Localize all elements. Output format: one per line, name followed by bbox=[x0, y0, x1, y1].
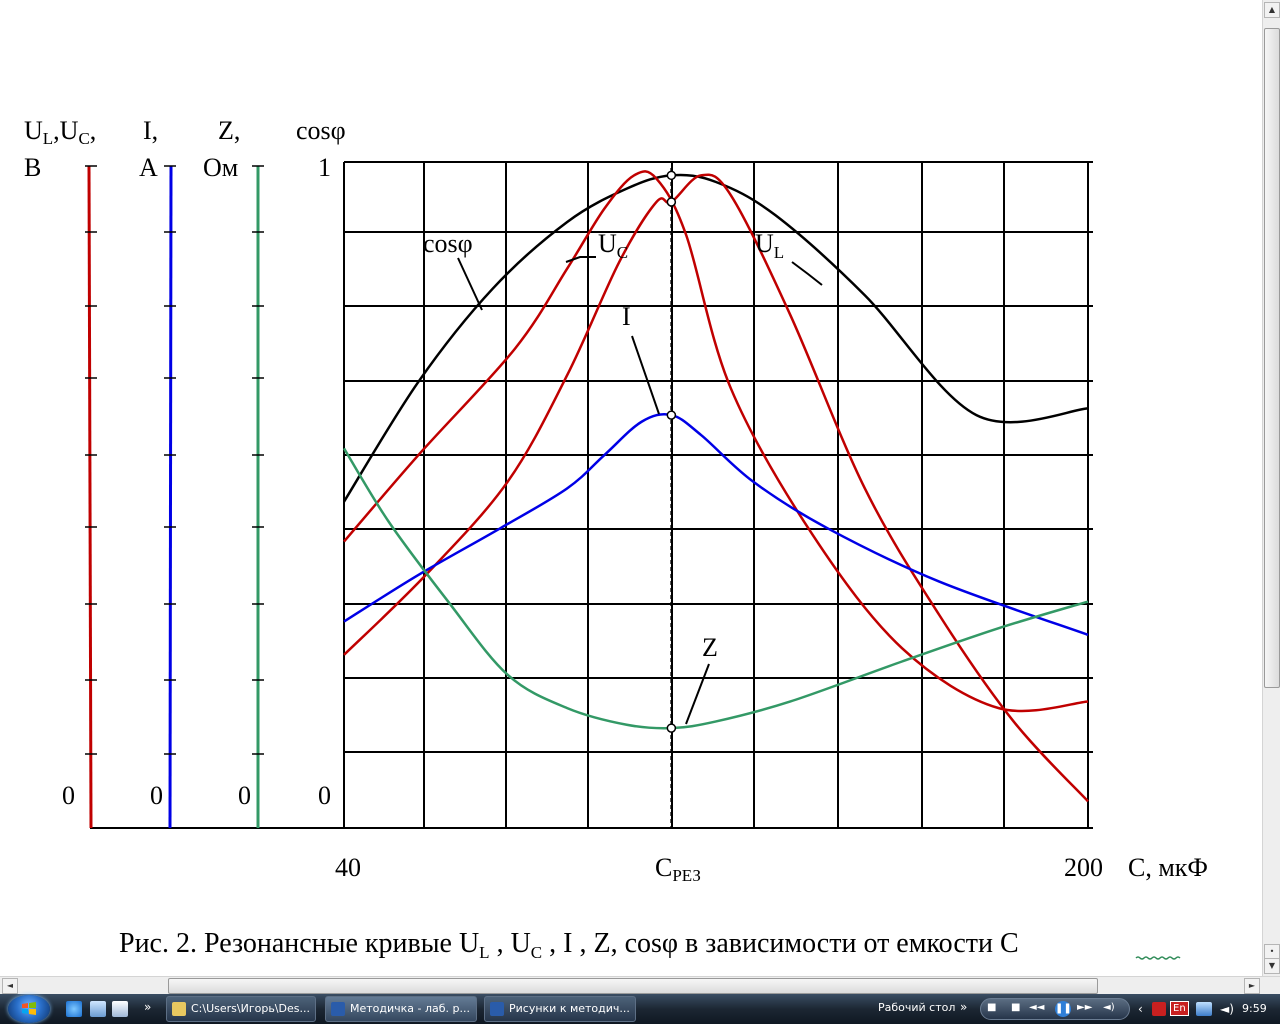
spellcheck-underline bbox=[1135, 956, 1181, 960]
internet-explorer-icon[interactable] bbox=[66, 1001, 82, 1017]
volume-icon[interactable]: ◄) bbox=[1103, 1002, 1115, 1013]
volume-tray-icon[interactable]: ◄) bbox=[1220, 1002, 1234, 1016]
desktop-toolbar-label[interactable]: Рабочий стол bbox=[878, 1001, 956, 1014]
series-line-z bbox=[342, 447, 1089, 730]
resonance-markers bbox=[666, 170, 677, 733]
switch-windows-icon[interactable] bbox=[112, 1001, 128, 1017]
leader-cos bbox=[457, 257, 483, 311]
network-icon[interactable] bbox=[1196, 1002, 1212, 1016]
windows-logo-icon bbox=[22, 1002, 36, 1015]
word-document-icon bbox=[490, 1002, 504, 1016]
axis-unit-volt: В bbox=[24, 153, 41, 182]
series-line-ul bbox=[343, 173, 1089, 803]
axis-label-cos: cosφ bbox=[296, 116, 346, 145]
curve-label-uc: UC bbox=[598, 229, 628, 262]
task-label: C:\Users\Игорь\Des... bbox=[191, 1002, 310, 1015]
left-axis-line bbox=[168, 165, 173, 829]
show-desktop-icon[interactable] bbox=[90, 1001, 106, 1017]
folder-icon bbox=[172, 1002, 186, 1016]
axis-label-ul-uc: UL,UC, bbox=[24, 116, 96, 148]
curve-label-i: I bbox=[622, 302, 631, 331]
task-word-figures[interactable]: Рисунки к методич... bbox=[484, 996, 636, 1022]
x-tick-left: 40 bbox=[335, 853, 361, 882]
scroll-up-button[interactable]: ▲ bbox=[1264, 2, 1280, 18]
zero-label-ul-uc: 0 bbox=[62, 781, 75, 810]
media-player-toolbar: ■ ■ ◄◄ ❚❚ ►► ◄) bbox=[980, 998, 1130, 1020]
x-axis-title: C, мкФ bbox=[1128, 853, 1208, 882]
x-tick-resonance: CРЕЗ bbox=[655, 853, 701, 885]
marker-current bbox=[666, 410, 677, 420]
curve-label-cos: cosφ bbox=[423, 229, 473, 258]
vertical-scrollbar[interactable]: ▲ • ▼ bbox=[1262, 0, 1280, 976]
quicklaunch-chevron-icon[interactable]: » bbox=[144, 1000, 152, 1014]
scroll-right-button[interactable]: ► bbox=[1244, 978, 1260, 994]
document-area: UL,UC, В I, А Z, Ом cosφ 1 0 0 0 0 40 CР… bbox=[24, 116, 1208, 962]
horizontal-scrollbar[interactable]: ◄ ► bbox=[0, 976, 1280, 994]
desktop-toolbar-chevron-icon[interactable]: » bbox=[960, 1000, 968, 1014]
axis-unit-ohm: Ом bbox=[203, 153, 238, 182]
left-axes bbox=[85, 165, 344, 829]
antivirus-icon[interactable] bbox=[1152, 1002, 1166, 1016]
zero-label-current: 0 bbox=[150, 781, 163, 810]
tray-expand-icon[interactable]: ‹ bbox=[1138, 1002, 1143, 1016]
leader-ul bbox=[791, 261, 823, 286]
figure-caption: Рис. 2. Резонансные кривые UL , UC , I ,… bbox=[119, 928, 1019, 962]
task-label: Методичка - лаб. р... bbox=[350, 1002, 471, 1015]
chart-curves bbox=[342, 170, 1089, 803]
zero-label-cos: 0 bbox=[318, 781, 331, 810]
resonance-chart: UL,UC, В I, А Z, Ом cosφ 1 0 0 0 0 40 CР… bbox=[24, 116, 1208, 962]
series-line-i bbox=[343, 412, 1089, 637]
series-line-cos bbox=[342, 173, 1089, 503]
task-word-methodichka[interactable]: Методичка - лаб. р... bbox=[325, 996, 477, 1022]
curve-label-z: Z bbox=[702, 633, 718, 662]
scroll-left-button[interactable]: ◄ bbox=[2, 978, 18, 994]
language-indicator[interactable]: En bbox=[1170, 1001, 1189, 1016]
axis-label-impedance: Z, bbox=[218, 116, 240, 145]
pause-icon[interactable]: ❚❚ bbox=[1055, 1001, 1072, 1017]
media-player-icon[interactable]: ■ bbox=[987, 1002, 997, 1013]
stop-icon[interactable]: ■ bbox=[1011, 1002, 1021, 1013]
left-axis-line bbox=[87, 165, 93, 829]
marker-cos bbox=[666, 170, 677, 181]
axis-unit-ampere: А bbox=[139, 153, 158, 182]
marker-uc-ul bbox=[666, 197, 677, 207]
next-icon[interactable]: ►► bbox=[1077, 1002, 1093, 1013]
previous-icon[interactable]: ◄◄ bbox=[1029, 1002, 1045, 1013]
word-document-icon bbox=[331, 1002, 345, 1016]
zero-label-impedance: 0 bbox=[238, 781, 251, 810]
series-line-uc bbox=[343, 170, 1089, 713]
chart-grid bbox=[343, 161, 1093, 829]
horizontal-scroll-thumb[interactable] bbox=[168, 978, 1098, 994]
curve-label-ul: UL bbox=[755, 229, 784, 262]
marker-impedance bbox=[666, 723, 677, 733]
axis-label-current: I, bbox=[143, 116, 158, 145]
taskbar: » C:\Users\Игорь\Des... Методичка - лаб.… bbox=[0, 994, 1280, 1024]
clock[interactable]: 9:59 bbox=[1242, 1002, 1267, 1015]
cos-axis-max-label: 1 bbox=[318, 153, 331, 182]
x-tick-right: 200 bbox=[1064, 853, 1103, 882]
leader-i bbox=[631, 335, 660, 415]
task-label: Рисунки к методич... bbox=[509, 1002, 630, 1015]
scroll-down-button[interactable]: ▼ bbox=[1264, 958, 1280, 974]
leader-z bbox=[685, 663, 710, 725]
task-explorer-window[interactable]: C:\Users\Игорь\Des... bbox=[166, 996, 316, 1022]
vertical-scroll-thumb[interactable] bbox=[1264, 28, 1280, 688]
start-button[interactable] bbox=[8, 995, 50, 1023]
leader-uc bbox=[565, 256, 596, 263]
